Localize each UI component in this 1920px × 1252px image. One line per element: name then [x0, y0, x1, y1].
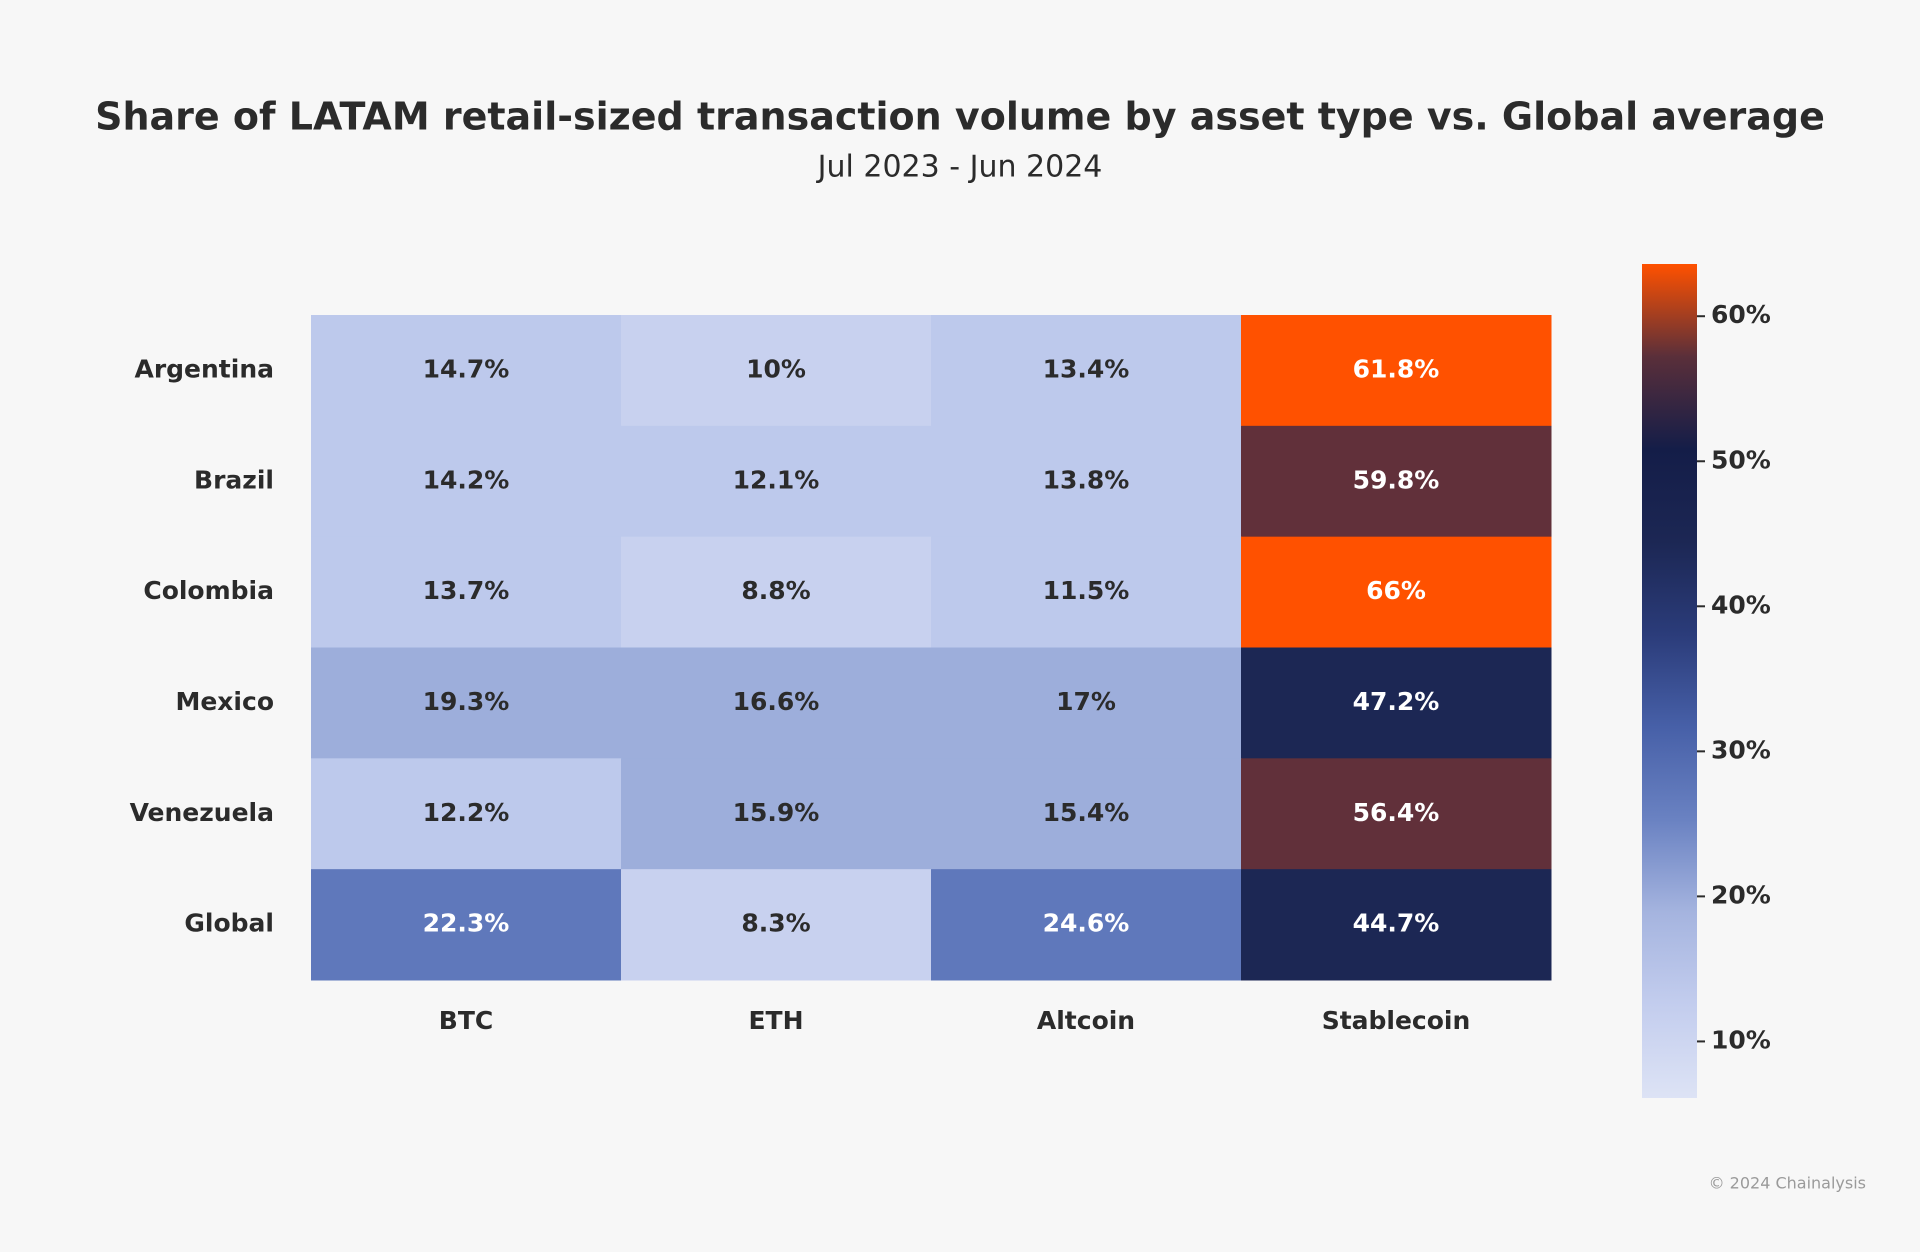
heatmap-cell	[311, 425, 622, 538]
chart-subtitle: Jul 2023 - Jun 2024	[816, 150, 1103, 185]
cell-label: 22.3%	[423, 909, 510, 938]
colorbar-tick-label: 20%	[1711, 880, 1771, 909]
colorbar-tick-label: 40%	[1711, 590, 1771, 619]
heatmap-cell	[931, 869, 1242, 981]
row-label: Colombia	[143, 576, 274, 605]
cell-label: 15.9%	[733, 798, 820, 827]
heatmap-cell	[1241, 758, 1552, 870]
heatmap-cell	[931, 315, 1242, 427]
cell-label: 14.2%	[423, 465, 510, 494]
cell-label: 12.2%	[423, 798, 510, 827]
heatmap-cell	[1241, 425, 1552, 538]
cell-label: 14.7%	[423, 354, 510, 383]
heatmap-cell	[311, 315, 622, 427]
heatmap-cell	[621, 758, 932, 870]
row-label: Global	[184, 909, 274, 938]
cell-label: 15.4%	[1043, 798, 1130, 827]
colorbar-tick-label: 50%	[1711, 445, 1771, 474]
heatmap-cell	[621, 536, 932, 648]
cell-label: 16.6%	[733, 687, 820, 716]
column-label: ETH	[748, 1006, 803, 1035]
row-label: Mexico	[175, 687, 274, 716]
column-label: BTC	[439, 1006, 493, 1035]
colorbar-tick-label: 10%	[1711, 1025, 1771, 1054]
heatmap-cell	[1241, 869, 1552, 981]
heatmap-cell	[311, 647, 622, 759]
colorbar	[1642, 264, 1697, 1098]
heatmap-cell	[1241, 647, 1552, 759]
cell-label: 66%	[1366, 576, 1426, 605]
heatmap-cell	[931, 647, 1242, 759]
cell-label: 56.4%	[1353, 798, 1440, 827]
heatmap-cell	[621, 869, 932, 981]
colorbar-tick-label: 60%	[1711, 300, 1771, 329]
heatmap-cell	[311, 869, 622, 981]
row-label: Venezuela	[130, 798, 274, 827]
heatmap-cell	[621, 315, 932, 427]
heatmap-cell	[311, 536, 622, 648]
cell-label: 19.3%	[423, 687, 510, 716]
heatmap-cell	[1241, 315, 1552, 427]
cell-label: 24.6%	[1043, 909, 1130, 938]
cell-label: 13.7%	[423, 576, 510, 605]
cell-label: 13.8%	[1043, 465, 1130, 494]
cell-label: 59.8%	[1353, 465, 1440, 494]
footer: © 2024 Chainalysis	[1709, 1174, 1866, 1193]
heatmap-cell	[621, 647, 932, 759]
heatmap-cell	[311, 758, 622, 870]
row-label: Brazil	[194, 465, 274, 494]
cell-label: 44.7%	[1353, 909, 1440, 938]
cell-label: 12.1%	[733, 465, 820, 494]
heatmap-cell	[931, 536, 1242, 648]
heatmap-cell	[621, 425, 932, 538]
cell-label: 61.8%	[1353, 354, 1440, 383]
cell-label: 10%	[746, 354, 806, 383]
heatmap-cell	[931, 425, 1242, 538]
heatmap-cell	[1241, 536, 1552, 648]
chart-title: Share of LATAM retail-sized transaction …	[95, 95, 1825, 139]
row-label: Argentina	[134, 354, 274, 383]
column-label: Stablecoin	[1322, 1006, 1471, 1035]
column-label: Altcoin	[1037, 1006, 1135, 1035]
cell-label: 8.8%	[741, 576, 810, 605]
colorbar-tick-label: 30%	[1711, 735, 1771, 764]
cell-label: 47.2%	[1353, 687, 1440, 716]
cell-label: 17%	[1056, 687, 1116, 716]
cell-label: 13.4%	[1043, 354, 1130, 383]
heatmap-cell	[931, 758, 1242, 870]
cell-label: 8.3%	[741, 909, 810, 938]
cell-label: 11.5%	[1043, 576, 1130, 605]
